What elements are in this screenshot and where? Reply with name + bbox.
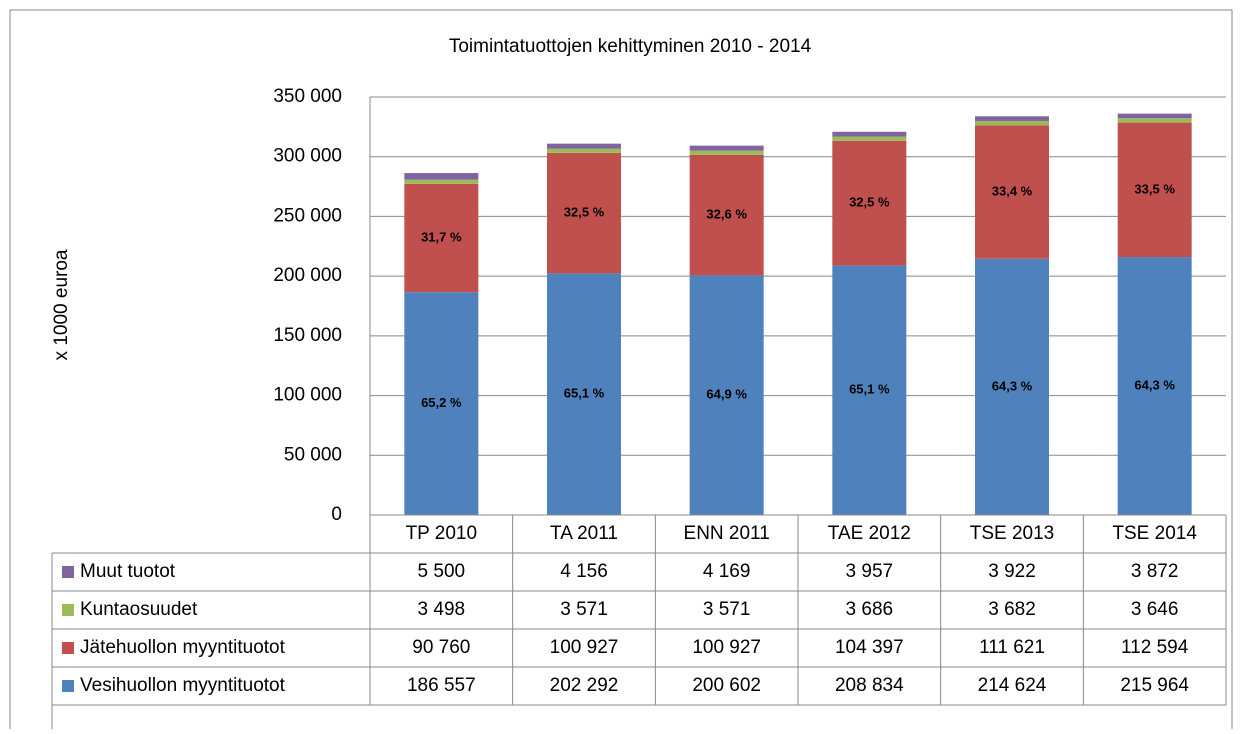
- y-tick-label: 100 000: [273, 385, 342, 406]
- table-cell: 5 500: [418, 561, 466, 582]
- y-tick-label: 50 000: [284, 444, 342, 465]
- bar-segment: [975, 116, 1049, 121]
- table-cell: 111 621: [979, 637, 1045, 658]
- data-label: 65,1 %: [849, 382, 890, 397]
- legend-label: Muut tuotot: [80, 561, 176, 582]
- legend-swatch: [62, 642, 74, 654]
- bar-segment: [832, 140, 907, 266]
- table-cell: 4 169: [703, 561, 751, 582]
- table-cell: 200 602: [692, 675, 761, 696]
- table-cell: 208 834: [835, 675, 904, 696]
- data-label: 32,6 %: [706, 207, 747, 222]
- table-cell: 3 686: [846, 599, 894, 620]
- bar-segment: [1117, 122, 1192, 258]
- table-cell: 3 682: [988, 599, 1036, 620]
- y-tick-label: 150 000: [273, 325, 342, 346]
- data-label: 31,7 %: [421, 229, 462, 244]
- y-tick-label: 350 000: [273, 86, 342, 107]
- chart-title: Toimintatuottojen kehittyminen 2010 - 20…: [449, 36, 812, 57]
- bar-segment: [404, 179, 479, 184]
- x-tick-label: TA 2011: [550, 523, 618, 544]
- bar-segment: [975, 258, 1049, 515]
- bar-segment: [975, 120, 1049, 126]
- data-label: 64,3 %: [992, 378, 1033, 393]
- chart-border: [9, 9, 1233, 734]
- bar-segment: [547, 273, 621, 515]
- legend-swatch: [62, 604, 74, 616]
- bar-segment: [832, 131, 907, 137]
- bar-segment: [975, 125, 1049, 259]
- table-cell: 3 571: [703, 599, 751, 620]
- data-label: 65,2 %: [421, 395, 462, 410]
- legend-swatch: [62, 680, 74, 692]
- table-cell: 3 646: [1131, 599, 1179, 620]
- table-cell: 100 927: [692, 637, 761, 658]
- table-cell: 112 594: [1121, 637, 1189, 658]
- data-label: 33,4 %: [992, 183, 1033, 198]
- bar-segment: [689, 275, 764, 515]
- y-tick-label: 250 000: [273, 205, 342, 226]
- table-cell: 214 624: [978, 675, 1047, 696]
- bar-segment: [1117, 118, 1192, 123]
- x-tick-label: ENN 2011: [684, 523, 770, 544]
- table-cell: 202 292: [550, 675, 619, 696]
- table-cell: 3 498: [418, 599, 466, 620]
- table-cell: 215 964: [1120, 675, 1189, 696]
- data-label: 64,3 %: [1134, 377, 1175, 392]
- bar-segment: [689, 154, 764, 276]
- data-label: 33,5 %: [1134, 181, 1175, 196]
- table-cell: 4 156: [560, 561, 608, 582]
- data-label: 65,1 %: [564, 386, 605, 401]
- bar-segment: [547, 143, 621, 149]
- y-tick-label: 0: [331, 504, 342, 525]
- bar-segment: [832, 136, 907, 141]
- bar-segment: [404, 292, 479, 515]
- legend-label: Jätehuollon myyntituotot: [80, 637, 286, 658]
- x-tick-label: TP 2010: [406, 523, 477, 544]
- y-tick-label: 300 000: [273, 146, 342, 167]
- table-cell: 90 760: [412, 637, 470, 658]
- y-tick-label: 200 000: [273, 265, 342, 286]
- bar-segment: [689, 150, 764, 155]
- bar-segment: [1117, 113, 1192, 119]
- data-label: 64,9 %: [706, 387, 747, 402]
- y-axis-label: x 1000 euroa: [51, 249, 72, 360]
- data-label: 32,5 %: [849, 195, 890, 210]
- legend-swatch: [62, 566, 74, 578]
- table-cell: 3 872: [1131, 561, 1179, 582]
- table-cell: 3 922: [988, 561, 1036, 582]
- x-tick-label: TSE 2013: [970, 523, 1055, 544]
- table-cell: 3 957: [846, 561, 894, 582]
- bar-segment: [404, 183, 479, 293]
- x-tick-label: TSE 2014: [1112, 523, 1197, 544]
- data-label: 32,5 %: [564, 205, 605, 220]
- bar-segment: [547, 148, 621, 153]
- table-cell: 104 397: [835, 637, 904, 658]
- table-cell: 186 557: [407, 675, 476, 696]
- table-cell: 3 571: [560, 599, 608, 620]
- legend-label: Vesihuollon myyntituotot: [80, 675, 286, 696]
- bar-segment: [832, 265, 907, 515]
- bar-segment: [1117, 257, 1192, 515]
- bar-segment: [689, 145, 764, 151]
- bar-segment: [404, 173, 479, 180]
- table-cell: 100 927: [550, 637, 619, 658]
- x-tick-label: TAE 2012: [828, 523, 911, 544]
- legend-label: Kuntaosuudet: [80, 599, 198, 620]
- bar-segment: [547, 152, 621, 274]
